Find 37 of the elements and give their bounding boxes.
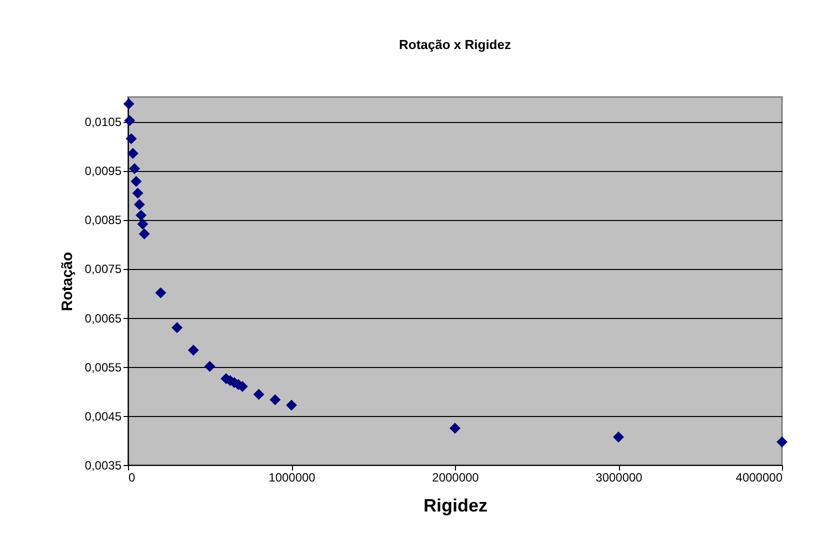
- point: [172, 322, 183, 334]
- x-axis-title: Rigidez: [423, 496, 488, 516]
- y-tick-label: 0,0085: [84, 213, 122, 228]
- y-tick-label: 0,0095: [84, 164, 122, 178]
- chart-title: Rotação x Rigidez: [399, 37, 512, 52]
- point: [155, 287, 166, 298]
- y-tick-label: 0,0065: [84, 311, 122, 326]
- y-tick-label: 0,0035: [84, 458, 122, 472]
- x-tick-label: 2000000: [432, 470, 480, 484]
- point: [450, 422, 460, 434]
- point: [132, 188, 144, 199]
- point: [188, 344, 199, 356]
- point: [130, 176, 142, 187]
- point: [127, 148, 138, 159]
- point: [613, 432, 624, 443]
- point: [204, 360, 216, 372]
- point: [138, 228, 150, 240]
- x-tick-label: 1000000: [268, 470, 316, 484]
- x-tick-label: 4000000: [736, 470, 783, 484]
- y-tick-label: 0,0055: [84, 360, 122, 374]
- point: [129, 163, 140, 174]
- point: [270, 394, 281, 406]
- point: [136, 210, 147, 221]
- point: [126, 133, 137, 144]
- y-tick-label: 0,0045: [84, 409, 122, 424]
- point: [137, 218, 148, 230]
- y-axis-title: Rotação: [58, 252, 76, 312]
- point: [123, 98, 134, 110]
- x-tick-label: 0: [128, 470, 136, 484]
- point: [286, 400, 297, 411]
- y-tick-label: 0,0105: [84, 115, 122, 130]
- point: [134, 198, 145, 210]
- y-tick-label: 0,0075: [84, 262, 122, 276]
- x-tick-label: 3000000: [596, 470, 643, 484]
- point: [253, 388, 264, 400]
- point: [124, 115, 136, 126]
- point: [776, 436, 788, 448]
